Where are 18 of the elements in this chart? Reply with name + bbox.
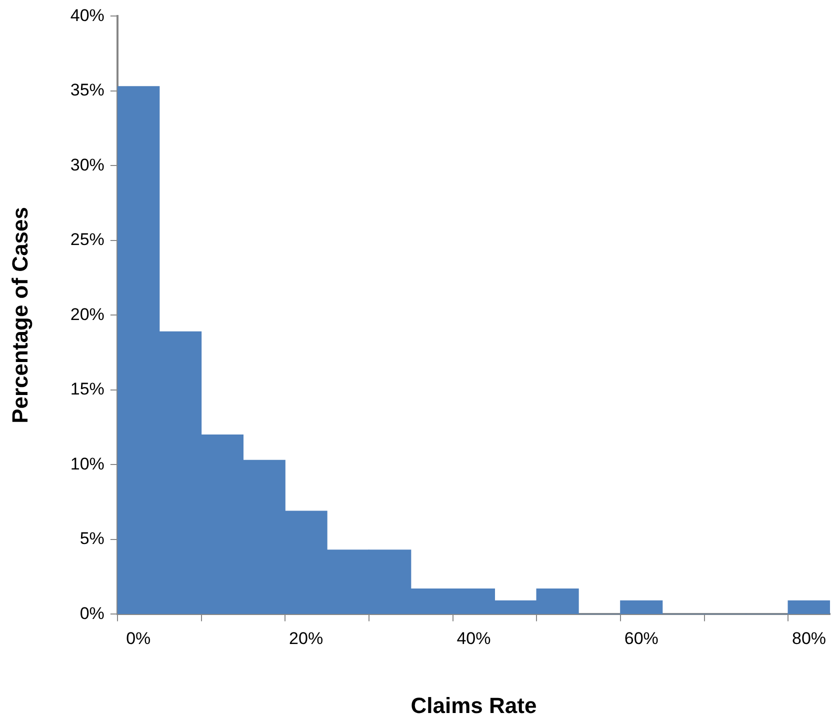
x-tick-label: 40%: [456, 629, 491, 648]
y-tick-label: 25%: [70, 230, 104, 250]
y-tick-label: 0%: [80, 604, 104, 623]
y-tick-label: 5%: [80, 529, 104, 548]
y-tick-label: 40%: [70, 6, 104, 25]
bar: [788, 600, 830, 614]
y-tick-label: 10%: [70, 454, 104, 474]
y-axis-title: Percentage of Cases: [7, 206, 32, 424]
y-tick-label: 35%: [70, 80, 104, 100]
x-axis-title: Claims Rate: [410, 692, 537, 718]
x-tick-label: 60%: [624, 629, 658, 648]
bar: [620, 600, 663, 614]
y-tick-label: 30%: [70, 155, 104, 174]
y-tick-label: 20%: [70, 304, 104, 324]
x-tick-label: 80%: [792, 629, 826, 648]
x-tick-label: 0%: [126, 629, 151, 648]
y-tick-label: 15%: [70, 380, 104, 399]
x-tick-label: 20%: [289, 629, 324, 648]
